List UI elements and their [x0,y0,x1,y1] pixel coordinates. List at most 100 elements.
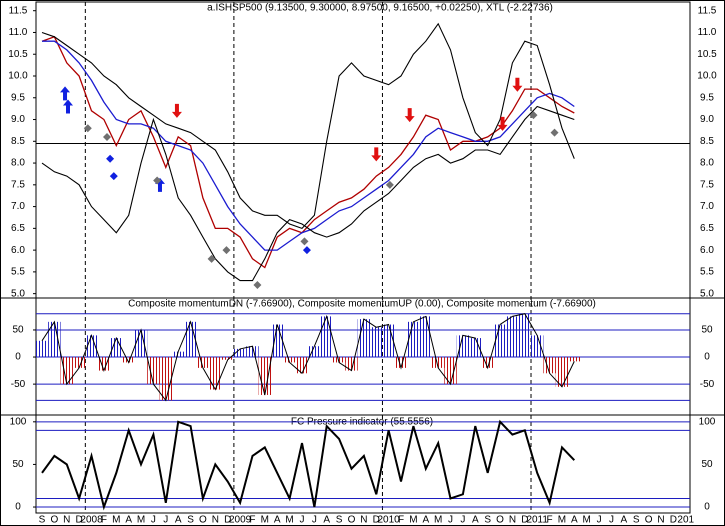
x-tick-label: A [175,515,182,526]
signal-diamond [102,132,111,141]
x-tick-label: O [199,515,207,526]
histogram-bar [209,357,222,390]
x-tick-label: O [496,515,504,526]
signal-up [62,99,73,114]
y-tick-label: 0 [15,352,21,363]
x-tick-label: M [583,515,591,526]
x-tick-label: S [484,515,491,526]
y-tick-label: 50 [12,459,24,470]
y-tick-label: 6.0 [11,245,25,256]
signal-diamond [109,172,118,181]
y-tick-label: 9.0 [700,114,714,125]
x-tick-label: N [657,515,664,526]
series-line [42,40,575,251]
histogram-bar [122,357,135,363]
x-tick-label: J [163,515,168,526]
histogram-bar [469,338,482,358]
histogram-bar [382,324,395,358]
histogram-bar [370,327,383,358]
histogram-bar [332,357,346,363]
x-tick-label: S [187,515,194,526]
signal-diamond [222,246,231,255]
x-tick-label: A [274,515,281,526]
histogram-bar [196,357,210,368]
histogram-bar [568,357,581,362]
x-tick-label: S [39,515,46,526]
series-line [41,35,575,269]
signal-diamond [106,154,115,163]
x-tick-label: 2008 [80,515,103,526]
panel-title: Composite momentumDN (-7.66900), Composi… [128,299,596,310]
x-tick-label: D [76,515,83,526]
histogram-bar [308,346,321,358]
signal-diamond [302,246,311,255]
y-tick-label: 10.0 [697,71,717,82]
x-tick-label: D [521,515,528,526]
signal-diamond [153,176,162,185]
x-tick-label: M [558,515,566,526]
histogram-bar [72,357,86,368]
x-tick-label: N [360,515,367,526]
x-tick-label: F [547,515,553,526]
x-tick-label: 2011 [526,515,548,526]
histogram-bar [444,357,457,385]
y-tick-label: 6.0 [700,245,714,256]
histogram-bar [531,335,544,358]
histogram-bar [345,357,358,371]
x-tick-label: J [460,515,465,526]
x-tick-label: A [323,515,330,526]
x-tick-label: M [112,515,120,526]
signal-diamond [300,237,309,246]
x-tick-label: 201 [677,515,694,526]
y-tick-label: 8.0 [11,158,25,169]
signal-down [171,103,182,118]
y-tick-label: 6.5 [700,223,714,234]
x-tick-label: S [336,515,343,526]
histogram-bar [518,313,532,358]
signal-diamond [207,254,216,263]
signal-diamond [550,128,559,137]
histogram-bar [271,324,284,358]
x-tick-label: D [670,515,677,526]
histogram-bar [246,346,259,358]
histogram-bar [320,316,333,358]
x-tick-label: M [285,515,293,526]
y-tick-label: 7.5 [700,179,714,190]
x-tick-label: M [261,515,269,526]
y-tick-label: 8.5 [700,136,714,147]
x-tick-label: F [249,515,255,526]
histogram-bar [159,357,172,401]
series-line [41,419,576,511]
y-tick-label: 100 [10,416,27,427]
y-tick-label: 0 [704,502,710,513]
x-tick-label: A [125,515,132,526]
y-tick-label: 8.0 [700,158,714,169]
plot-frame [35,1,691,514]
signal-diamond [529,111,538,120]
histogram-bar [493,324,507,358]
y-tick-label: 9.5 [11,92,25,103]
y-tick-label: 9.0 [11,114,25,125]
x-tick-label: J [312,515,317,526]
histogram-bar [357,319,371,358]
histogram-bar [134,329,148,358]
series-line [41,22,575,230]
y-tick-label: 100 [699,416,716,427]
series-line [41,105,575,282]
x-tick-label: J [597,515,602,526]
histogram-bar [60,357,73,385]
histogram-bar [147,357,160,385]
signal-down [371,147,382,162]
x-tick-label: A [571,515,578,526]
x-tick-label: J [448,515,453,526]
histogram-bar [35,340,49,358]
chart-title: a.ISHSP500 (9.13500, 9.30000, 8.97500, 9… [207,3,553,14]
x-tick-label: O [645,515,653,526]
y-tick-label: -50 [700,379,715,390]
y-tick-label: 5.0 [700,288,714,299]
y-tick-label: 0 [15,502,21,513]
signal-down [497,116,508,131]
y-tick-label: 11.5 [9,5,28,16]
x-tick-label: J [299,515,304,526]
